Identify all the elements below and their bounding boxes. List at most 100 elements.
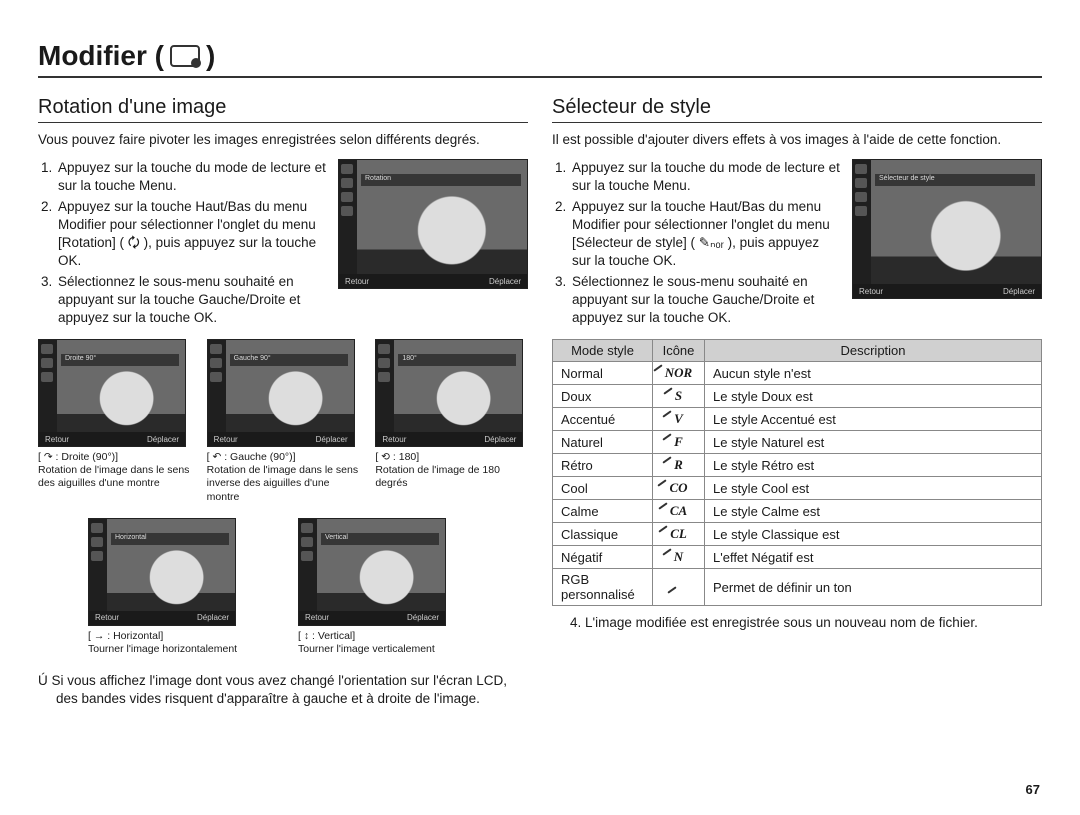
table-row: NormalNORAucun style n'est — [553, 362, 1042, 385]
preview-thumb: 180° Retour Déplacer — [375, 339, 523, 447]
cell-icon: R — [653, 454, 705, 477]
rotation-intro: Vous pouvez faire pivoter les images enr… — [38, 131, 528, 149]
style-mode-icon: N — [674, 549, 683, 564]
rotation-row2: HorizontalRetourDéplacer[ → : Horizontal… — [38, 518, 528, 656]
cell-icon: F — [653, 431, 705, 454]
cell-desc: Le style Classique est — [705, 523, 1042, 546]
rotation-step-1: Appuyez sur la touche du mode de lecture… — [56, 159, 326, 195]
thumb-caption: [ ↷ : Droite (90°)]Rotation de l'image d… — [38, 451, 191, 490]
caption-title: [ ↕ : Vertical] — [298, 630, 478, 643]
caption-title: [ ↷ : Droite (90°)] — [38, 451, 191, 464]
cell-desc: Le style Naturel est — [705, 431, 1042, 454]
thumb-cell: Gauche 90°RetourDéplacer[ ↶ : Gauche (90… — [207, 339, 360, 504]
cell-icon: N — [653, 546, 705, 569]
thumb-bottom-left: Retour — [45, 435, 69, 444]
style-mode-icon: CA — [670, 503, 687, 518]
rotation-steps: Appuyez sur la touche du mode de lecture… — [38, 159, 326, 329]
cell-desc: Permet de définir un ton — [705, 569, 1042, 606]
cell-desc: Aucun style n'est — [705, 362, 1042, 385]
table-row: Classique CL Le style Classique est — [553, 523, 1042, 546]
caption-body: Rotation de l'image dans le sens des aig… — [38, 464, 189, 489]
style-step-3: Sélectionnez le sous-menu souhaité en ap… — [570, 273, 840, 328]
table-row: RGB personnalisé Permet de définir un ton — [553, 569, 1042, 606]
right-column: Sélecteur de style Il est possible d'ajo… — [552, 96, 1042, 708]
preview-top-label: Rotation — [361, 174, 521, 186]
style-preview-top-label: Sélecteur de style — [875, 174, 1035, 186]
style-preview-bottom-left: Retour — [859, 287, 883, 296]
cell-mode: Normal — [553, 362, 653, 385]
preview-bottom-right: Déplacer — [489, 277, 521, 286]
rotation-main-preview: Rotation Retour Déplacer — [338, 159, 528, 289]
page-number: 67 — [1026, 782, 1040, 797]
cell-desc: Le style Accentué est — [705, 408, 1042, 431]
style-preview-bottom-right: Déplacer — [1003, 287, 1035, 296]
thumb-bottom-right: Déplacer — [197, 613, 229, 622]
style-mode-icon: F — [674, 434, 683, 449]
thumb-cell: HorizontalRetourDéplacer[ → : Horizontal… — [88, 518, 268, 656]
style-main-preview: Sélecteur de style Retour Déplacer — [852, 159, 1042, 299]
rotation-row1: Droite 90° Retour Déplacer [ ↷ : Droite (90… — [38, 339, 528, 504]
preview-thumb: VerticalRetourDéplacer — [298, 518, 446, 626]
page-title: Modifier ( ) — [38, 40, 1042, 78]
cell-icon: V — [653, 408, 705, 431]
cell-mode: Classique — [553, 523, 653, 546]
title-suffix: ) — [206, 40, 215, 72]
left-column: Rotation d'une image Vous pouvez faire p… — [38, 96, 528, 708]
cell-desc: Le style Rétro est — [705, 454, 1042, 477]
rotation-step-3: Sélectionnez le sous-menu souhaité en ap… — [56, 273, 326, 328]
cell-icon: CA — [653, 500, 705, 523]
cell-mode: Doux — [553, 385, 653, 408]
preview-bottom-left: Retour — [345, 277, 369, 286]
thumb-bottom-left: Retour — [214, 435, 238, 444]
cell-mode: Accentué — [553, 408, 653, 431]
table-row: RétroRLe style Rétro est — [553, 454, 1042, 477]
cell-mode: RGB personnalisé — [553, 569, 653, 606]
cell-icon: NOR — [653, 362, 705, 385]
thumb-caption: [ → : Horizontal]Tourner l'image horizon… — [88, 630, 268, 656]
style-mode-icon: V — [674, 411, 683, 426]
rotation-step-2: Appuyez sur la touche Haut/Bas du menu M… — [56, 198, 326, 271]
thumb-bottom-left: Retour — [382, 435, 406, 444]
cell-desc: Le style Calme est — [705, 500, 1042, 523]
caption-title: [ ↶ : Gauche (90°)] — [207, 451, 360, 464]
cell-mode: Cool — [553, 477, 653, 500]
style-after-note: 4. L'image modifiée est enregistrée sous… — [552, 614, 1042, 632]
table-row: Accentué V Le style Accentué est — [553, 408, 1042, 431]
caption-body: Rotation de l'image de 180 degrés — [375, 464, 500, 489]
thumb-cell: 180° Retour Déplacer [ ⟲ : 180]Rotation de … — [375, 339, 528, 504]
style-step-2: Appuyez sur la touche Haut/Bas du menu M… — [570, 198, 840, 271]
thumb-bottom-left: Retour — [95, 613, 119, 622]
thumb-bottom-right: Déplacer — [484, 435, 516, 444]
style-table: Mode style Icône Description NormalNORAu… — [552, 339, 1042, 606]
table-row: NégatifNL'effet Négatif est — [553, 546, 1042, 569]
rotation-note: Ú Si vous affichez l'image dont vous ave… — [38, 672, 528, 708]
cell-icon: CL — [653, 523, 705, 546]
style-step-1: Appuyez sur la touche du mode de lecture… — [570, 159, 840, 195]
cell-icon — [653, 569, 705, 606]
style-steps: Appuyez sur la touche du mode de lecture… — [552, 159, 840, 329]
caption-body: Tourner l'image verticalement — [298, 643, 435, 655]
style-mode-icon: CL — [670, 526, 687, 541]
cell-icon: CO — [653, 477, 705, 500]
col-icon: Icône — [653, 340, 705, 362]
title-prefix: Modifier ( — [38, 40, 164, 72]
preview-thumb: Gauche 90°RetourDéplacer — [207, 339, 355, 447]
table-row: CalmeCALe style Calme est — [553, 500, 1042, 523]
caption-body: Rotation de l'image dans le sens inverse… — [207, 464, 358, 502]
preview-thumb: HorizontalRetourDéplacer — [88, 518, 236, 626]
table-row: CoolCOLe style Cool est — [553, 477, 1042, 500]
style-table-body: NormalNORAucun style n'estDouxSLe style … — [553, 362, 1042, 606]
caption-title: [ ⟲ : 180] — [375, 451, 528, 464]
thumb-bottom-right: Déplacer — [407, 613, 439, 622]
thumb-caption: [ ↶ : Gauche (90°)]Rotation de l'image d… — [207, 451, 360, 504]
style-mode-icon: CO — [669, 480, 687, 495]
thumb-caption: [ ⟲ : 180]Rotation de l'image de 180 deg… — [375, 451, 528, 490]
edit-icon — [170, 45, 200, 67]
thumb-bottom-left: Retour — [305, 613, 329, 622]
thumb-top-label: 180° — [398, 354, 516, 366]
cell-mode: Rétro — [553, 454, 653, 477]
col-desc: Description — [705, 340, 1042, 362]
rotation-section-title: Rotation d'une image — [38, 96, 528, 123]
thumb-top-label: Droite 90° — [61, 354, 179, 366]
thumb-bottom-right: Déplacer — [316, 435, 348, 444]
